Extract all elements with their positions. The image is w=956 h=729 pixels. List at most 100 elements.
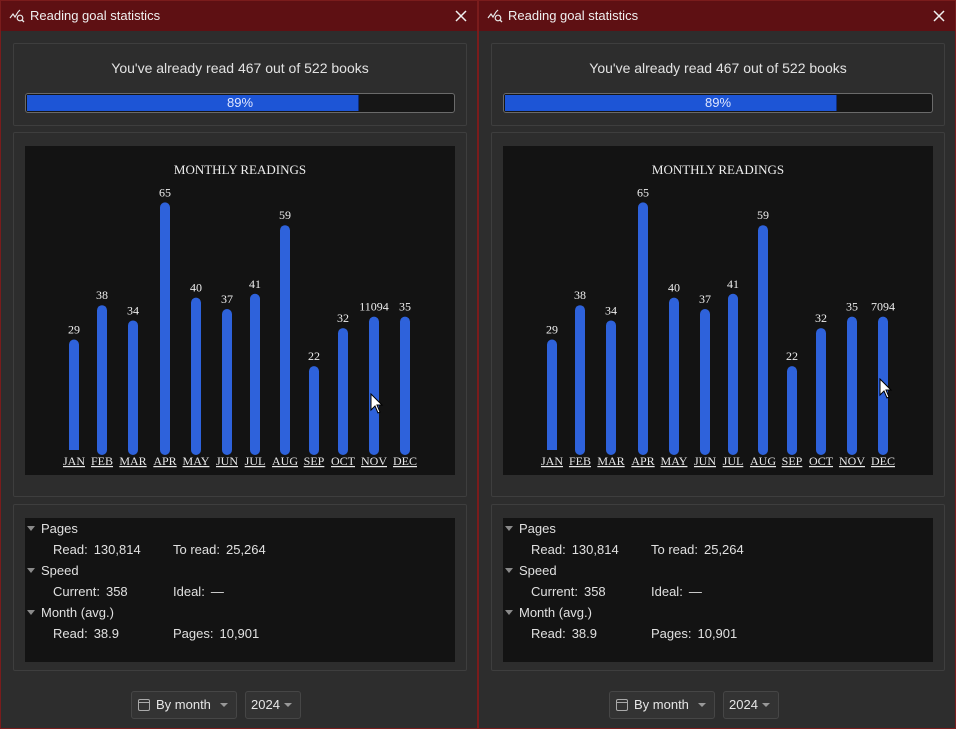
x-tick-label[interactable]: JUN xyxy=(216,454,238,468)
x-tick-label[interactable]: NOV xyxy=(361,454,387,468)
goal-progress-bar: 89% xyxy=(503,93,933,113)
bar-jul[interactable] xyxy=(250,293,260,455)
stats-window: Reading goal statistics You've already r… xyxy=(0,0,478,729)
period-dropdown[interactable]: By month xyxy=(609,691,715,719)
window-title: Reading goal statistics xyxy=(508,8,639,23)
x-tick-label[interactable]: DEC xyxy=(871,454,895,468)
expand-triangle-icon[interactable] xyxy=(27,610,35,616)
bar-jun[interactable] xyxy=(700,309,710,455)
expand-triangle-icon[interactable] xyxy=(505,610,513,616)
chart-title: MONTHLY READINGS xyxy=(174,162,306,177)
bar-jan[interactable] xyxy=(547,339,557,455)
detail-item: Pages: 10,901 xyxy=(651,626,737,641)
x-tick-label[interactable]: MAY xyxy=(183,454,210,468)
expand-triangle-icon[interactable] xyxy=(27,526,35,532)
section-title: Pages xyxy=(519,521,556,536)
bar-nov[interactable] xyxy=(369,316,379,455)
x-tick-label[interactable]: OCT xyxy=(809,454,834,468)
bar-aug[interactable] xyxy=(280,225,290,455)
x-tick-label[interactable]: MAR xyxy=(119,454,146,468)
section-speed[interactable]: Speed xyxy=(27,563,79,578)
bar-sep[interactable] xyxy=(309,366,319,455)
year-dropdown[interactable]: 2024 xyxy=(245,691,301,719)
detail-value: — xyxy=(210,584,224,599)
detail-item: Read: 130,814 xyxy=(53,542,141,557)
progress-fill xyxy=(505,95,838,111)
year-dropdown[interactable]: 2024 xyxy=(723,691,779,719)
x-tick-label[interactable]: JUL xyxy=(245,454,266,468)
detail-label: Pages: xyxy=(173,626,214,641)
detail-value: 10,901 xyxy=(219,626,260,641)
detail-item: Read: 38.9 xyxy=(53,626,119,641)
expand-triangle-icon[interactable] xyxy=(505,526,513,532)
section-month-avg[interactable]: Month (avg.) xyxy=(505,605,592,620)
x-tick-label[interactable]: JAN xyxy=(63,454,85,468)
bar-may[interactable] xyxy=(669,297,679,455)
x-tick-label[interactable]: SEP xyxy=(304,454,325,468)
data-label: 11094 xyxy=(359,300,389,314)
x-tick-label[interactable]: APR xyxy=(153,454,176,468)
x-tick-label[interactable]: JUL xyxy=(723,454,744,468)
title-bar: Reading goal statistics xyxy=(1,1,477,31)
expand-triangle-icon[interactable] xyxy=(27,568,35,574)
bar-oct[interactable] xyxy=(816,328,826,455)
x-tick-label[interactable]: MAY xyxy=(661,454,688,468)
bar-jun[interactable] xyxy=(222,309,232,455)
section-pages[interactable]: Pages xyxy=(27,521,78,536)
bar-oct[interactable] xyxy=(338,328,348,455)
chevron-down-icon xyxy=(698,703,706,707)
x-tick-label[interactable]: OCT xyxy=(331,454,356,468)
bar-jul[interactable] xyxy=(728,293,738,455)
x-tick-label[interactable]: JAN xyxy=(541,454,563,468)
detail-item: Read: 38.9 xyxy=(531,626,597,641)
bar-nov[interactable] xyxy=(847,316,857,455)
x-tick-label[interactable]: FEB xyxy=(91,454,113,468)
bar-mar[interactable] xyxy=(606,320,616,455)
detail-label: Read: xyxy=(531,542,566,557)
bar-feb[interactable] xyxy=(97,305,107,455)
section-title: Speed xyxy=(41,563,79,578)
x-tick-label[interactable]: FEB xyxy=(569,454,591,468)
bar-apr[interactable] xyxy=(638,202,648,455)
section-month-avg[interactable]: Month (avg.) xyxy=(27,605,114,620)
close-icon[interactable] xyxy=(453,8,469,24)
detail-value: 358 xyxy=(105,584,128,599)
mouse-cursor-icon xyxy=(370,393,384,414)
bar-sep[interactable] xyxy=(787,366,797,455)
detail-item: To read: 25,264 xyxy=(651,542,744,557)
detail-item: Pages: 10,901 xyxy=(173,626,259,641)
data-label: 37 xyxy=(699,292,711,306)
data-label: 34 xyxy=(127,303,139,317)
detail-value: — xyxy=(688,584,702,599)
bar-aug[interactable] xyxy=(758,225,768,455)
x-tick-label[interactable]: APR xyxy=(631,454,654,468)
x-tick-label[interactable]: JUN xyxy=(694,454,716,468)
data-label: 65 xyxy=(637,185,649,199)
detail-label: Current: xyxy=(53,584,100,599)
chart-title: MONTHLY READINGS xyxy=(652,162,784,177)
x-tick-label[interactable]: SEP xyxy=(782,454,803,468)
x-tick-label[interactable]: DEC xyxy=(393,454,417,468)
bar-apr[interactable] xyxy=(160,202,170,455)
section-pages[interactable]: Pages xyxy=(505,521,556,536)
period-dropdown[interactable]: By month xyxy=(131,691,237,719)
goal-group: You've already read 467 out of 522 books… xyxy=(491,43,945,126)
data-label: 41 xyxy=(249,277,261,291)
bar-jan[interactable] xyxy=(69,339,79,455)
bar-mar[interactable] xyxy=(128,320,138,455)
detail-value: 10,901 xyxy=(697,626,738,641)
data-label: 32 xyxy=(815,311,827,325)
detail-value: 25,264 xyxy=(703,542,744,557)
x-tick-label[interactable]: AUG xyxy=(272,454,298,468)
x-tick-label[interactable]: NOV xyxy=(839,454,865,468)
x-tick-label[interactable]: AUG xyxy=(750,454,776,468)
close-icon[interactable] xyxy=(931,8,947,24)
bar-may[interactable] xyxy=(191,297,201,455)
x-tick-label[interactable]: MAR xyxy=(597,454,624,468)
detail-label: Ideal: xyxy=(173,584,205,599)
bar-dec[interactable] xyxy=(400,316,410,455)
expand-triangle-icon[interactable] xyxy=(505,568,513,574)
section-speed[interactable]: Speed xyxy=(505,563,557,578)
baseline-mask xyxy=(25,450,455,455)
bar-feb[interactable] xyxy=(575,305,585,455)
